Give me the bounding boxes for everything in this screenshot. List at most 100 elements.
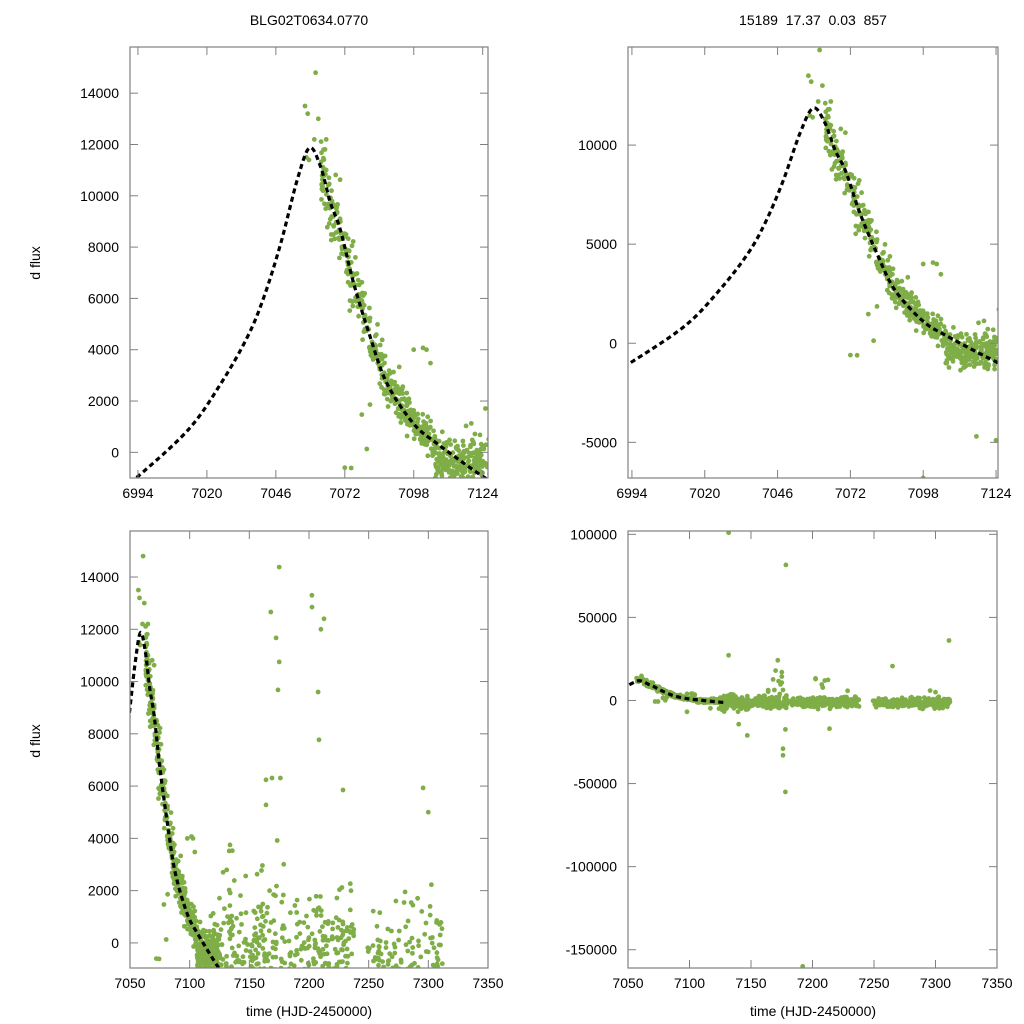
y-tick-label: 4000	[88, 830, 119, 846]
data-point	[315, 116, 321, 122]
data-point	[891, 703, 896, 708]
data-point	[770, 677, 776, 682]
data-point	[181, 892, 187, 898]
data-point	[350, 239, 356, 244]
data-point	[913, 304, 919, 310]
data-point	[320, 937, 326, 943]
data-point	[483, 406, 488, 411]
model-curve	[130, 630, 221, 968]
data-point	[385, 958, 391, 964]
data-point	[416, 943, 421, 949]
data-point	[385, 388, 391, 393]
data-point	[326, 966, 331, 968]
data-point	[353, 298, 359, 304]
data-point	[735, 709, 741, 715]
data-point	[432, 963, 438, 968]
data-point	[340, 947, 345, 953]
data-point	[309, 592, 315, 598]
data-point	[472, 431, 478, 437]
data-point	[178, 853, 184, 859]
data-point	[337, 177, 343, 183]
data-point	[265, 904, 270, 910]
x-tick-label: 7150	[735, 975, 766, 991]
data-point	[972, 332, 978, 337]
data-point	[286, 938, 292, 944]
data-point	[831, 128, 836, 134]
data-point	[333, 205, 339, 211]
data-point	[850, 200, 856, 205]
data-point	[288, 961, 294, 967]
data-point	[353, 255, 358, 260]
data-point	[389, 954, 395, 960]
data-point	[379, 337, 385, 343]
data-point	[376, 962, 381, 968]
data-point	[137, 595, 142, 601]
data-point	[851, 700, 857, 705]
data-point	[772, 687, 777, 693]
data-point	[443, 467, 448, 473]
data-point	[334, 950, 340, 956]
data-point	[325, 182, 331, 188]
data-point	[238, 893, 243, 898]
data-point	[765, 689, 771, 695]
data-point	[423, 422, 429, 428]
data-point	[427, 912, 433, 918]
data-point	[294, 934, 299, 940]
data-point	[239, 922, 244, 927]
data-point	[961, 349, 967, 354]
data-point	[996, 307, 998, 312]
data-point	[420, 785, 426, 791]
data-point	[883, 700, 888, 706]
data-point	[326, 221, 332, 226]
data-point	[259, 868, 264, 873]
data-point	[227, 903, 233, 908]
data-point	[204, 962, 210, 967]
data-point	[867, 219, 873, 225]
data-point	[727, 696, 732, 702]
panel-top-left: 6994 7020 7046 7072 7098 7124 0 2000 4000 6000 800…	[80, 46, 498, 501]
data-point	[415, 895, 420, 901]
data-point	[140, 553, 146, 559]
data-point	[326, 175, 332, 181]
data-point	[320, 933, 326, 939]
data-point	[690, 691, 696, 697]
data-point	[782, 699, 788, 705]
data-point	[355, 277, 361, 283]
data-point	[827, 706, 833, 712]
data-point	[810, 114, 815, 120]
data-point	[324, 192, 329, 197]
data-point	[895, 705, 901, 710]
data-point	[274, 838, 280, 843]
data-point	[189, 931, 195, 937]
data-point	[162, 780, 168, 785]
data-point	[279, 899, 285, 905]
data-point	[434, 456, 440, 462]
data-point	[365, 949, 371, 954]
data-point	[141, 600, 147, 606]
data-point	[474, 464, 480, 470]
data-point	[723, 706, 729, 711]
data-point	[323, 206, 329, 212]
data-point	[907, 314, 913, 319]
data-point	[226, 887, 232, 893]
data-point	[951, 348, 957, 354]
data-point	[386, 368, 392, 373]
data-point	[321, 616, 327, 622]
data-point	[201, 927, 206, 933]
data-point	[783, 789, 788, 795]
data-point	[173, 893, 179, 899]
data-point	[349, 243, 355, 249]
x-tick-label: 7050	[114, 975, 145, 991]
data-point	[189, 909, 195, 914]
y-tick-label: 50000	[578, 609, 617, 625]
x-tick-label: 6994	[122, 485, 153, 501]
data-point	[930, 260, 936, 265]
data-point	[294, 948, 299, 953]
model-curve	[133, 145, 488, 478]
data-point	[227, 929, 232, 935]
data-point	[217, 895, 222, 901]
data-point	[933, 689, 938, 695]
data-point	[887, 704, 893, 709]
data-point	[435, 466, 440, 472]
data-point	[981, 318, 987, 324]
